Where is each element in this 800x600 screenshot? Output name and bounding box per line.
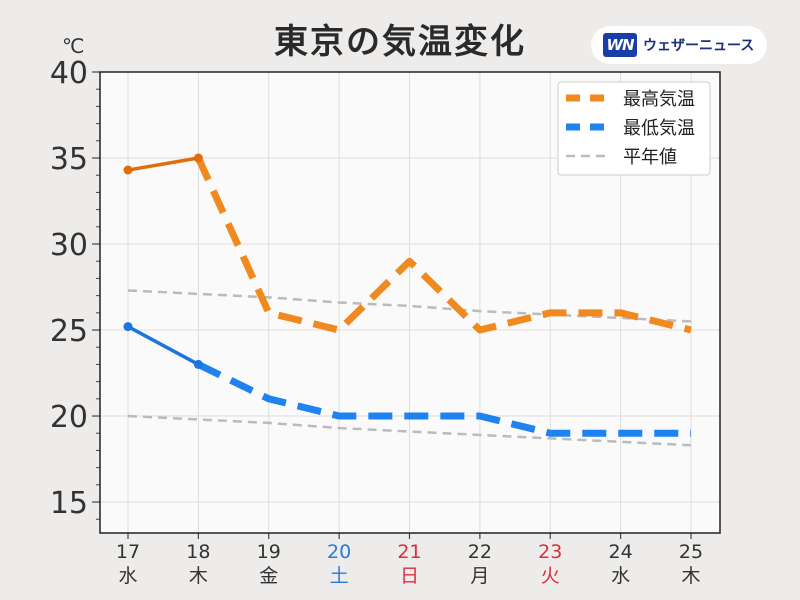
series-high-forecast [195,156,692,334]
x-tick-weekday: 土 [330,565,349,587]
y-tick-label: 40 [50,56,88,91]
x-tick-weekday: 水 [118,565,137,587]
x-tick-weekday: 月 [470,565,489,587]
normal-lines [127,289,692,447]
y-tick-label: 20 [50,400,88,435]
legend-box [557,81,711,176]
legend-entry-normal-label: 平年値 [623,147,677,168]
x-tick-day: 25 [679,541,703,563]
x-tick-day: 20 [327,541,351,563]
series-low-forecast [196,361,691,437]
x-tick-weekday: 水 [611,565,630,587]
x-tick-day: 23 [538,541,562,563]
y-tick-label: 15 [50,486,88,521]
observed-points [123,153,203,369]
normal-line-high [127,289,692,323]
point-low [193,359,203,369]
y-tick-label: 30 [50,228,88,263]
chart-title: 東京の気温変化 [274,22,526,62]
legend-entry-high-label: 最高気温 [623,89,695,110]
series-high-observed [127,156,199,172]
axes [92,71,721,539]
series-lines [127,156,692,437]
x-tick-weekday: 金 [259,565,278,587]
series-low-observed [127,325,200,366]
x-tick-weekday: 日 [400,565,419,587]
x-tick-day: 21 [397,541,421,563]
normal-line-low [127,414,692,447]
x-tick-weekday: 火 [541,565,560,587]
x-tick-day: 22 [468,541,492,563]
y-tick-label: 25 [50,314,88,349]
brand-badge: WN ウェザーニュース [591,26,767,64]
x-tick-day: 19 [257,541,281,563]
legend-entry-low-label: 最低気温 [623,118,695,139]
brand-name: ウェザーニュース [643,38,755,54]
x-tick-day: 18 [186,541,210,563]
point-high [193,153,203,163]
weathernews-logo-icon: WN [603,33,637,57]
x-tick-day: 24 [609,541,633,563]
plot-frame [99,71,721,534]
y-tick-labels: 15 20 25 30 35 40 [50,56,88,521]
y-tick-label: 35 [50,142,88,177]
x-tick-day: 17 [116,541,140,563]
x-tick-weekday: 木 [189,565,208,587]
y-unit-label: ℃ [62,34,85,58]
x-tick-weekday: 木 [681,565,700,587]
point-low [123,322,133,332]
point-high [123,165,133,175]
